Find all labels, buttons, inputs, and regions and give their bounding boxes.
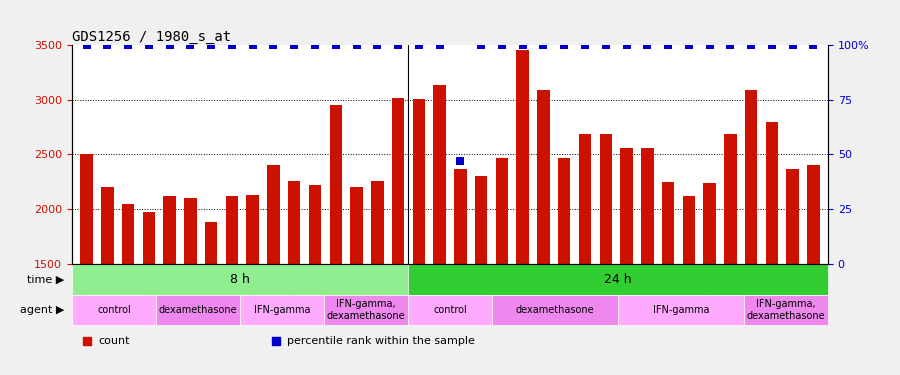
- Bar: [164, 196, 176, 264]
- Bar: [309, 185, 321, 264]
- Text: GDS1256 / 1980_s_at: GDS1256 / 1980_s_at: [72, 30, 231, 44]
- Point: [681, 42, 696, 48]
- Bar: [122, 204, 134, 264]
- Text: IFN-gamma: IFN-gamma: [652, 305, 709, 315]
- Bar: [496, 158, 508, 264]
- Point: [598, 42, 613, 48]
- Point: [370, 42, 384, 48]
- Bar: [724, 134, 736, 264]
- FancyBboxPatch shape: [492, 295, 618, 326]
- Text: dexamethasone: dexamethasone: [516, 305, 594, 315]
- Bar: [475, 176, 488, 264]
- Bar: [558, 158, 571, 264]
- Point: [619, 42, 634, 48]
- Point: [184, 42, 198, 48]
- FancyBboxPatch shape: [72, 264, 408, 295]
- Point: [246, 42, 260, 48]
- Text: percentile rank within the sample: percentile rank within the sample: [287, 336, 475, 346]
- Text: agent ▶: agent ▶: [20, 305, 65, 315]
- Bar: [766, 122, 778, 264]
- Bar: [392, 98, 404, 264]
- Point: [724, 42, 738, 48]
- Point: [474, 42, 489, 48]
- Point: [79, 42, 94, 48]
- Text: IFN-gamma,
dexamethasone: IFN-gamma, dexamethasone: [747, 299, 825, 321]
- Point: [786, 42, 800, 48]
- FancyBboxPatch shape: [744, 295, 828, 326]
- Point: [349, 42, 364, 48]
- Point: [454, 158, 468, 164]
- Point: [806, 42, 821, 48]
- FancyBboxPatch shape: [408, 264, 828, 295]
- FancyBboxPatch shape: [618, 295, 744, 326]
- FancyBboxPatch shape: [324, 295, 408, 326]
- Bar: [434, 86, 446, 264]
- Text: IFN-gamma: IFN-gamma: [254, 305, 310, 315]
- Bar: [599, 134, 612, 264]
- Bar: [142, 213, 155, 264]
- Point: [765, 42, 779, 48]
- Point: [141, 42, 156, 48]
- FancyBboxPatch shape: [408, 295, 492, 326]
- Bar: [517, 51, 529, 264]
- Point: [536, 42, 551, 48]
- Point: [557, 42, 572, 48]
- Point: [162, 42, 176, 48]
- Bar: [350, 187, 363, 264]
- Point: [516, 42, 530, 48]
- Bar: [787, 169, 799, 264]
- Point: [411, 42, 426, 48]
- Bar: [807, 165, 820, 264]
- Point: [702, 42, 716, 48]
- Bar: [412, 99, 425, 264]
- Point: [580, 198, 595, 204]
- Point: [287, 42, 302, 48]
- Text: control: control: [433, 305, 467, 315]
- Bar: [329, 105, 342, 264]
- Bar: [288, 181, 301, 264]
- Point: [204, 42, 219, 48]
- Bar: [205, 222, 218, 264]
- Bar: [454, 169, 466, 264]
- Point: [391, 42, 405, 48]
- Bar: [537, 90, 550, 264]
- Bar: [80, 154, 93, 264]
- FancyBboxPatch shape: [240, 295, 324, 326]
- FancyBboxPatch shape: [156, 295, 240, 326]
- Point: [578, 42, 592, 48]
- Point: [266, 42, 281, 48]
- Point: [328, 42, 343, 48]
- Bar: [682, 196, 695, 264]
- Bar: [579, 134, 591, 264]
- Point: [661, 42, 675, 48]
- Point: [121, 42, 135, 48]
- Text: 8 h: 8 h: [230, 273, 250, 286]
- Bar: [704, 183, 716, 264]
- Text: count: count: [98, 336, 130, 346]
- Text: control: control: [97, 305, 130, 315]
- Bar: [226, 196, 239, 264]
- Bar: [371, 181, 383, 264]
- Point: [100, 42, 114, 48]
- Point: [495, 42, 509, 48]
- Point: [640, 42, 654, 48]
- Point: [432, 42, 446, 48]
- Bar: [247, 195, 259, 264]
- Bar: [641, 148, 653, 264]
- Point: [308, 42, 322, 48]
- Bar: [745, 90, 758, 264]
- Text: dexamethasone: dexamethasone: [158, 305, 238, 315]
- Text: time ▶: time ▶: [27, 274, 65, 284]
- Bar: [101, 187, 113, 264]
- Text: IFN-gamma,
dexamethasone: IFN-gamma, dexamethasone: [327, 299, 405, 321]
- Point: [225, 42, 239, 48]
- Bar: [267, 165, 280, 264]
- Bar: [184, 198, 196, 264]
- Text: 24 h: 24 h: [604, 273, 632, 286]
- Point: [744, 42, 759, 48]
- Bar: [620, 148, 633, 264]
- FancyBboxPatch shape: [72, 295, 156, 326]
- Bar: [662, 182, 674, 264]
